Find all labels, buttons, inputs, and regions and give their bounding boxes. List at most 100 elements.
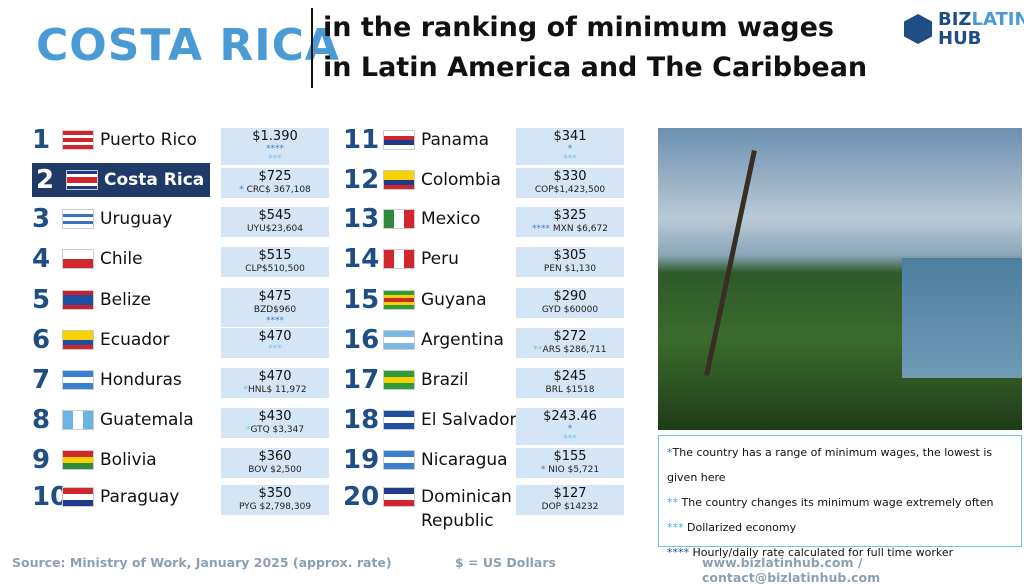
country-name: Chile [100, 249, 143, 269]
usd-wage: $1.390 [252, 129, 298, 144]
ranking-row: 7 Honduras [32, 363, 182, 397]
rank-number: 13 [343, 204, 380, 234]
ranking-row: 19 Nicaragua [343, 443, 508, 477]
wage-box: $360 BOV $2,500 [221, 448, 329, 478]
country-flag-icon [383, 209, 415, 229]
rank-number: 19 [343, 445, 380, 475]
country-flag-icon [383, 249, 415, 269]
wage-box: $290 GYD $60000 [516, 288, 624, 318]
country-name: Brazil [421, 370, 469, 390]
local-currency-wage: *HNL$ 11,972 [243, 385, 307, 395]
rank-number: 17 [343, 365, 380, 395]
footnote-marks: **** [266, 316, 284, 326]
wage-box: $470 *** [221, 328, 329, 358]
rank-number: 16 [343, 325, 380, 355]
ranking-row: 1 Puerto Rico [32, 123, 197, 157]
wage-box: $330 COP$1,423,500 [516, 168, 624, 198]
rank-number: 3 [32, 204, 51, 234]
usd-wage: $360 [258, 449, 292, 464]
usd-wage: $305 [553, 248, 587, 263]
ranking-row: 16 Argentina [343, 323, 504, 357]
country-name: El Salvador [421, 410, 517, 430]
wage-box: $305 PEN $1,130 [516, 247, 624, 277]
footnote-marks: *** [563, 434, 577, 444]
local-currency-wage: PEN $1,130 [543, 264, 597, 274]
usd-wage: $341 [553, 129, 587, 144]
country-flag-icon [383, 330, 415, 350]
country-name: Panama [421, 130, 490, 150]
wage-box: $430 *GTQ $3,347 [221, 408, 329, 438]
local-currency-wage: BZD$960 [253, 305, 297, 315]
country-flag-icon [62, 370, 94, 390]
local-currency-wage: BRL $1518 [545, 385, 595, 395]
rank-number: 15 [343, 285, 380, 315]
wage-box: $470 *HNL$ 11,972 [221, 368, 329, 398]
ranking-row: 15 Guyana [343, 283, 487, 317]
ranking-row: 17 Brazil [343, 363, 468, 397]
note: ** The country changes its minimum wage … [667, 496, 994, 509]
country-flag-icon [62, 487, 94, 507]
country-flag-icon [62, 209, 94, 229]
ranking-row: 5 Belize [32, 283, 151, 317]
note: **** Hourly/daily rate calculated for fu… [667, 546, 954, 559]
usd-wage: $470 [258, 329, 292, 344]
costa-rica-coast-photo [658, 128, 1022, 430]
rank-number: 18 [343, 405, 380, 435]
wage-box: $325 **** MXN $6,672 [516, 207, 624, 237]
divider [311, 8, 313, 88]
rank-number: 12 [343, 165, 380, 195]
usd-wage: $290 [553, 289, 587, 304]
rank-number: 11 [343, 125, 380, 155]
wage-box: $475 BZD$960 **** [221, 288, 329, 327]
footnote-marks: *** [563, 154, 577, 164]
rank-number: 9 [32, 445, 51, 475]
country-flag-icon [62, 450, 94, 470]
footnotes-box: *The country has a range of minimum wage… [658, 435, 1022, 559]
wage-box: $350 PYG $2,798,309 [221, 485, 329, 515]
rank-number: 4 [32, 244, 51, 274]
ranking-row: 11 Panama [343, 123, 489, 157]
wage-box: $341 * *** [516, 128, 624, 165]
local-currency-wage: * CRC$ 367,108 [239, 185, 311, 195]
wage-box: $245 BRL $1518 [516, 368, 624, 398]
country-flag-icon [383, 487, 415, 507]
footnote-marks: * [567, 144, 573, 154]
country-name: Argentina [421, 330, 504, 350]
footnote-marks: * [567, 424, 573, 434]
local-currency-wage: DOP $14232 [541, 502, 599, 512]
country-flag-icon [383, 450, 415, 470]
local-currency-wage: BOV $2,500 [248, 465, 302, 475]
wage-box: $725 * CRC$ 367,108 [221, 168, 329, 198]
rank-number: 6 [32, 325, 51, 355]
local-currency-wage: GYD $60000 [541, 305, 599, 315]
rank-number: 2 [36, 165, 55, 195]
country-flag-icon [62, 290, 94, 310]
country-name: Peru [421, 249, 459, 269]
ranking-row: 14 Peru [343, 242, 459, 276]
usd-wage: $350 [258, 486, 292, 501]
ranking-row: 18 El Salvador [343, 403, 516, 437]
rank-number: 7 [32, 365, 51, 395]
contact-link[interactable]: www.bizlatinhub.com / contact@bizlatinhu… [702, 555, 881, 585]
country-name: Guatemala [100, 410, 194, 430]
logo-text: BIZLATIN HUB [938, 9, 1024, 49]
note: *** Dollarized economy [667, 521, 797, 534]
usd-wage: $515 [258, 248, 292, 263]
local-currency-wage: CLP$510,500 [245, 264, 305, 274]
country-name: Ecuador [100, 330, 170, 350]
usd-wage: $127 [553, 486, 587, 501]
wage-box: $515 CLP$510,500 [221, 247, 329, 277]
bizlatinhub-logo: BIZLATIN HUB [904, 10, 1024, 48]
country-name: Puerto Rico [100, 130, 197, 150]
local-currency-wage: COP$1,423,500 [534, 185, 606, 195]
usd-wage: $325 [553, 208, 587, 223]
footnote-marks: *** [268, 344, 282, 354]
country-flag-icon [383, 290, 415, 310]
wage-box: $545 UYU$23,604 [221, 207, 329, 237]
ranking-row: 4 Chile [32, 242, 143, 276]
usd-wage: $245 [553, 369, 587, 384]
country-flag-icon [383, 370, 415, 390]
rank-number: 20 [343, 482, 380, 512]
currency-note: $ = US Dollars [455, 555, 556, 570]
ranking-row: 8 Guatemala [32, 403, 194, 437]
